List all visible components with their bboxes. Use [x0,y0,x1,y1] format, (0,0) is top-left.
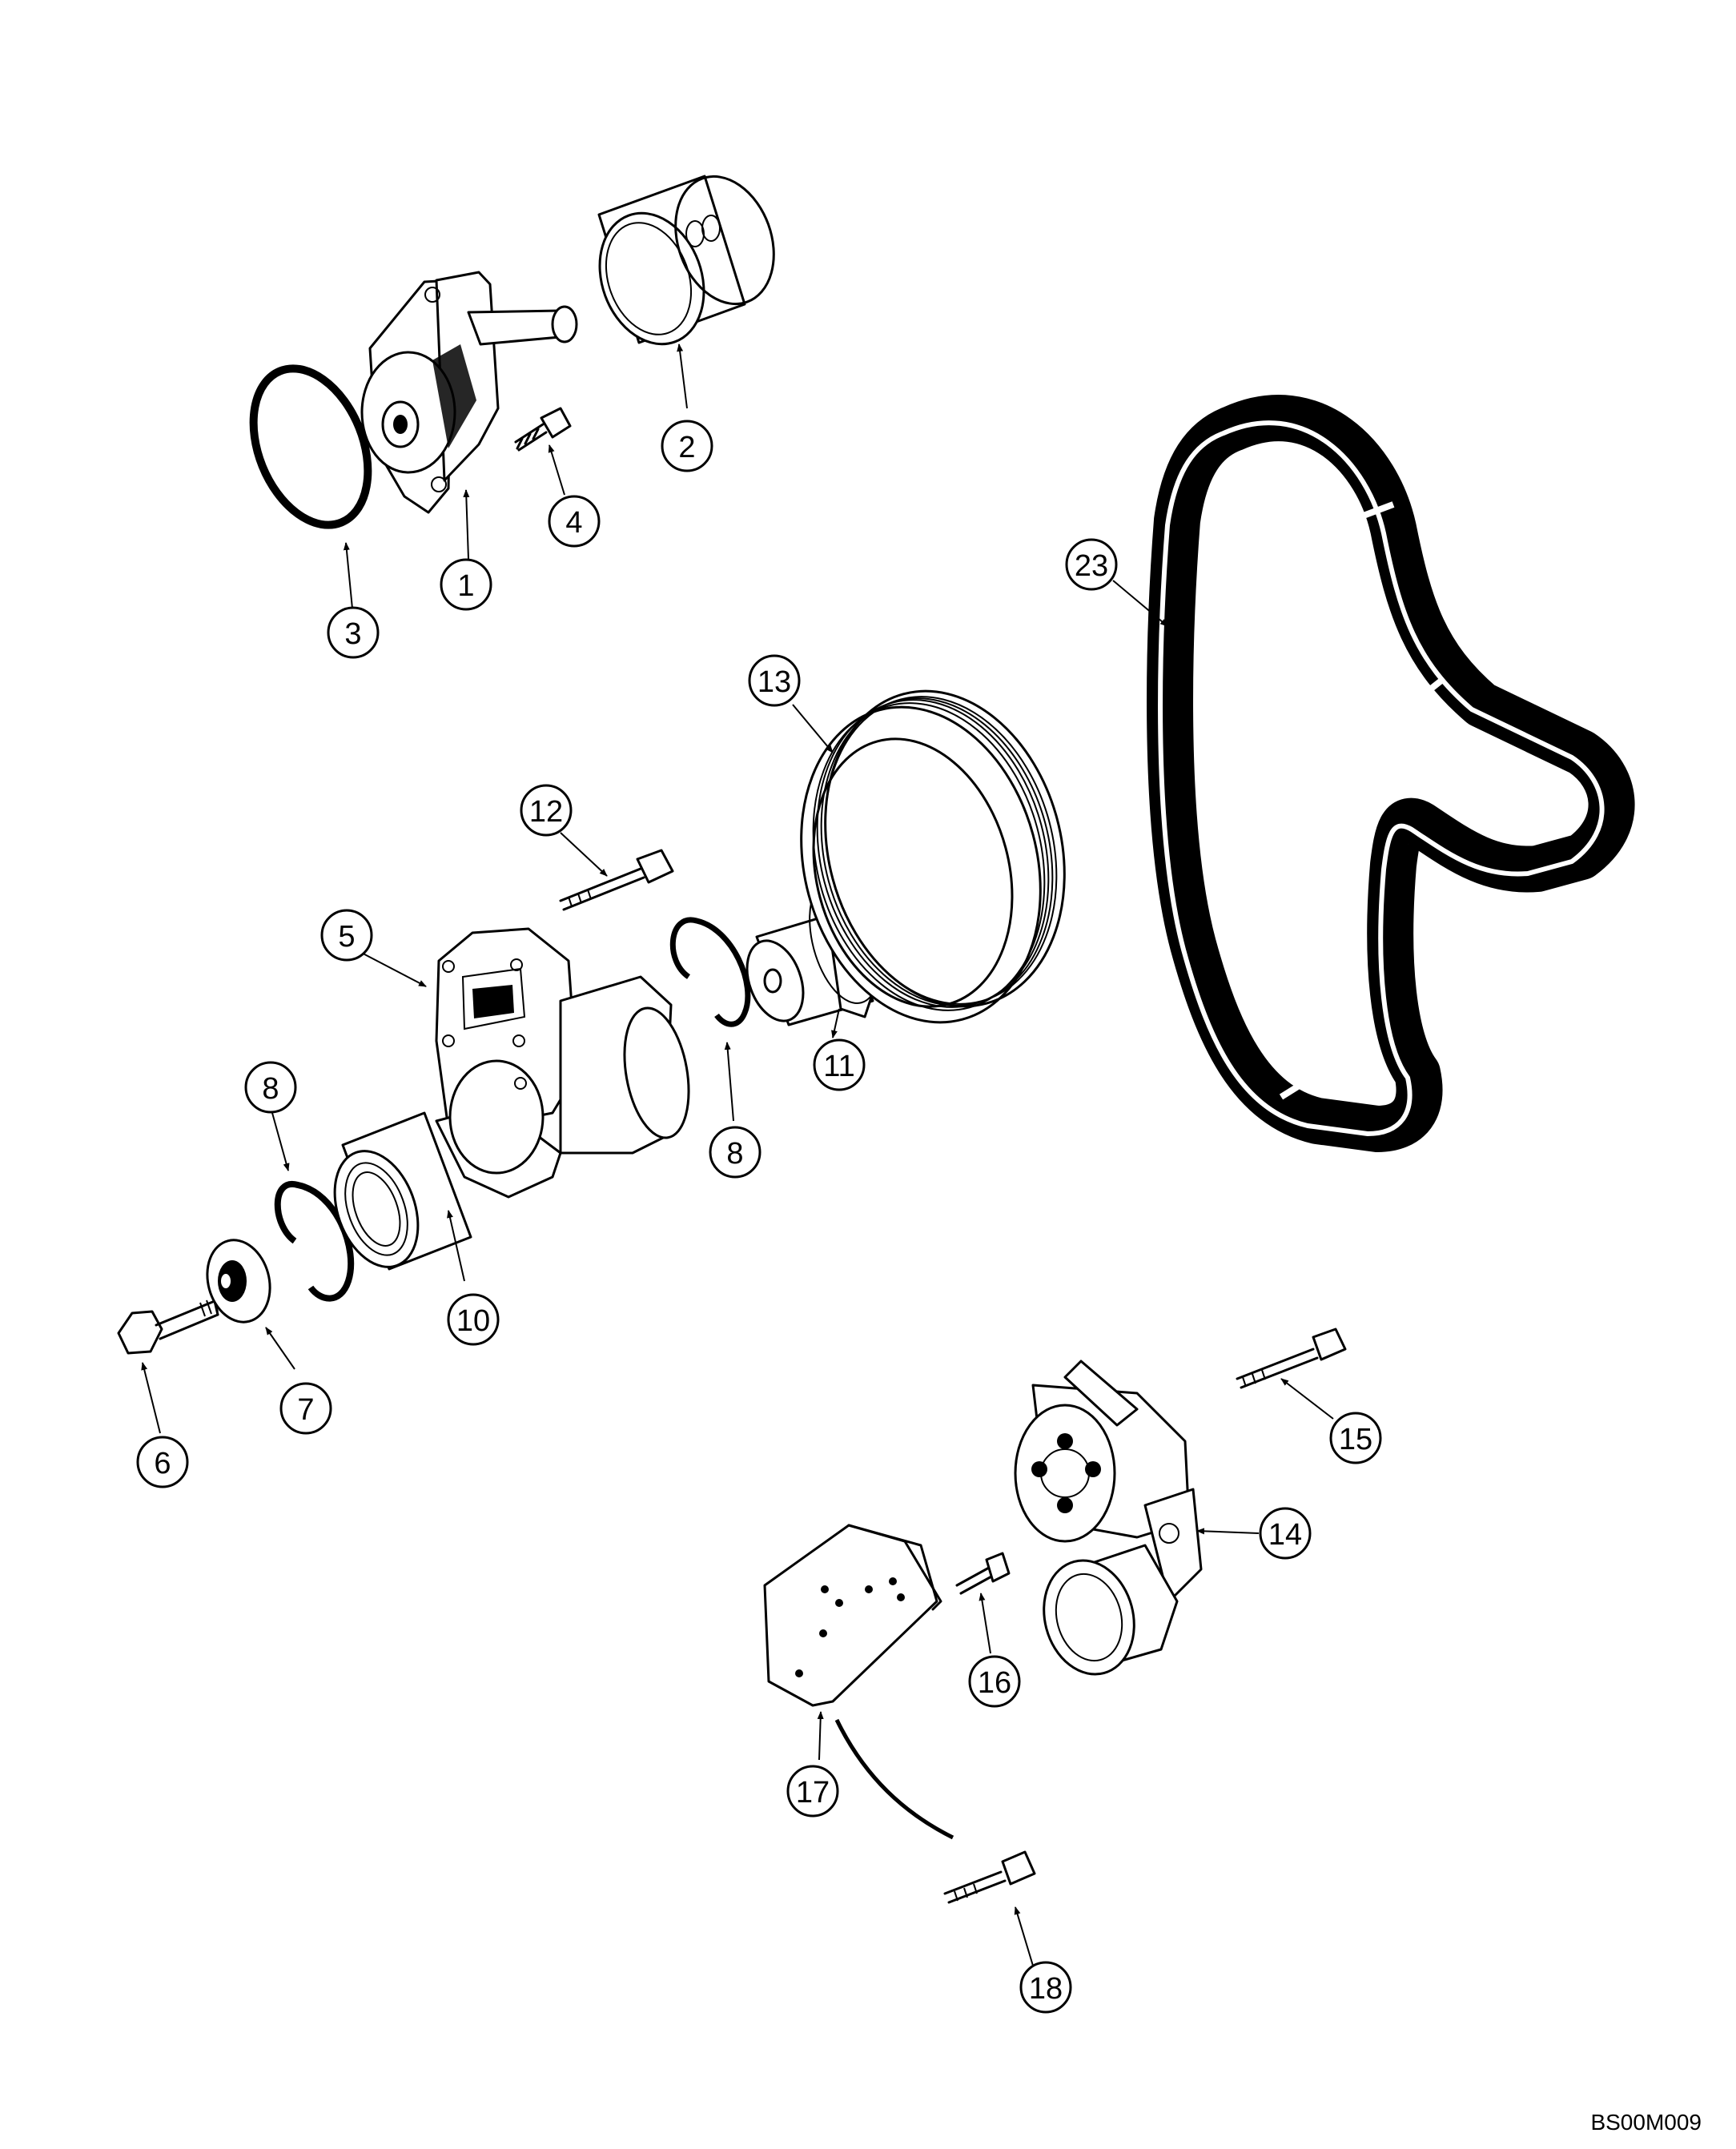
callout-11: 11 [813,1038,866,1091]
sleeve-part [597,175,775,346]
snap-ring-lower-part [274,1180,355,1302]
callout-label-23: 23 [1075,549,1108,583]
callout-13: 13 [748,654,801,707]
bolt-18-part [943,1850,1036,1904]
leader-10 [447,1210,465,1282]
leader-15 [1280,1378,1334,1420]
callout-label-8-upper: 8 [726,1137,743,1171]
leader-8a [271,1112,290,1171]
screw-16-part [955,1552,1011,1595]
callout-18: 18 [1019,1961,1072,2014]
callout-label-10: 10 [456,1304,490,1338]
leader-5 [353,948,427,987]
leader-11 [831,1008,840,1038]
callout-label-15: 15 [1339,1423,1372,1456]
leader-6 [141,1362,161,1434]
bearing-part [333,1111,472,1271]
leader-3 [343,542,353,609]
callout-5: 5 [320,909,373,962]
plate-part [763,1524,954,1840]
callout-label-2: 2 [678,431,695,464]
figure-code: BS00M009 [1590,2110,1702,2135]
housing-part [435,927,690,1199]
callout-8-upper: 8 [709,1126,762,1179]
tensioner-part [1014,1360,1203,1676]
callout-6: 6 [136,1436,189,1488]
bolt-part [514,407,572,452]
callout-label-6: 6 [154,1447,171,1480]
callout-7: 7 [279,1382,332,1435]
callout-label-7: 7 [297,1393,314,1427]
callout-label-5: 5 [338,920,355,954]
washer-cap-part [206,1239,271,1324]
leader-16 [979,1593,991,1654]
callout-3: 3 [327,606,380,659]
leader-14 [1196,1528,1260,1535]
bolt-15-part [1236,1328,1347,1389]
serpentine-belt-part [1147,395,1635,1152]
callout-label-8-lower: 8 [262,1072,279,1106]
callout-10: 10 [447,1293,500,1346]
leader-lines [141,343,1334,1966]
callout-14: 14 [1259,1507,1312,1560]
leader-8b [724,1042,734,1122]
callout-label-1: 1 [457,569,474,603]
callout-label-11: 11 [823,1050,854,1083]
callout-label-3: 3 [344,617,361,651]
leader-4 [548,444,565,496]
snap-ring-upper-part [669,917,751,1027]
leader-17 [817,1711,824,1761]
callout-label-13: 13 [757,665,791,699]
pulley-part [800,689,1066,1024]
callout-12: 12 [520,784,573,837]
callout-label-18: 18 [1029,1972,1063,2006]
callout-label-4: 4 [565,506,582,540]
callout-4: 4 [548,495,601,548]
callout-label-16: 16 [978,1666,1011,1700]
leader-2 [677,343,688,409]
leader-23 [1112,580,1168,627]
callout-8-lower: 8 [244,1061,297,1114]
callout-16: 16 [968,1655,1021,1708]
callout-1: 1 [440,558,492,611]
leader-12 [560,832,608,877]
water-pump-part [360,271,578,514]
callout-label-17: 17 [796,1776,830,1810]
leader-18 [1014,1906,1034,1966]
callout-2: 2 [661,420,713,472]
leader-7 [265,1327,295,1370]
long-bolt-part [117,1297,219,1355]
callout-label-14: 14 [1268,1518,1302,1552]
o-ring-part [249,364,372,529]
callout-23: 23 [1065,538,1118,591]
callout-15: 15 [1329,1412,1382,1464]
callout-label-12: 12 [529,795,563,829]
leader-13 [792,704,834,753]
callout-17: 17 [786,1765,839,1818]
bolt-12-part [559,849,674,911]
leader-1 [463,489,470,560]
